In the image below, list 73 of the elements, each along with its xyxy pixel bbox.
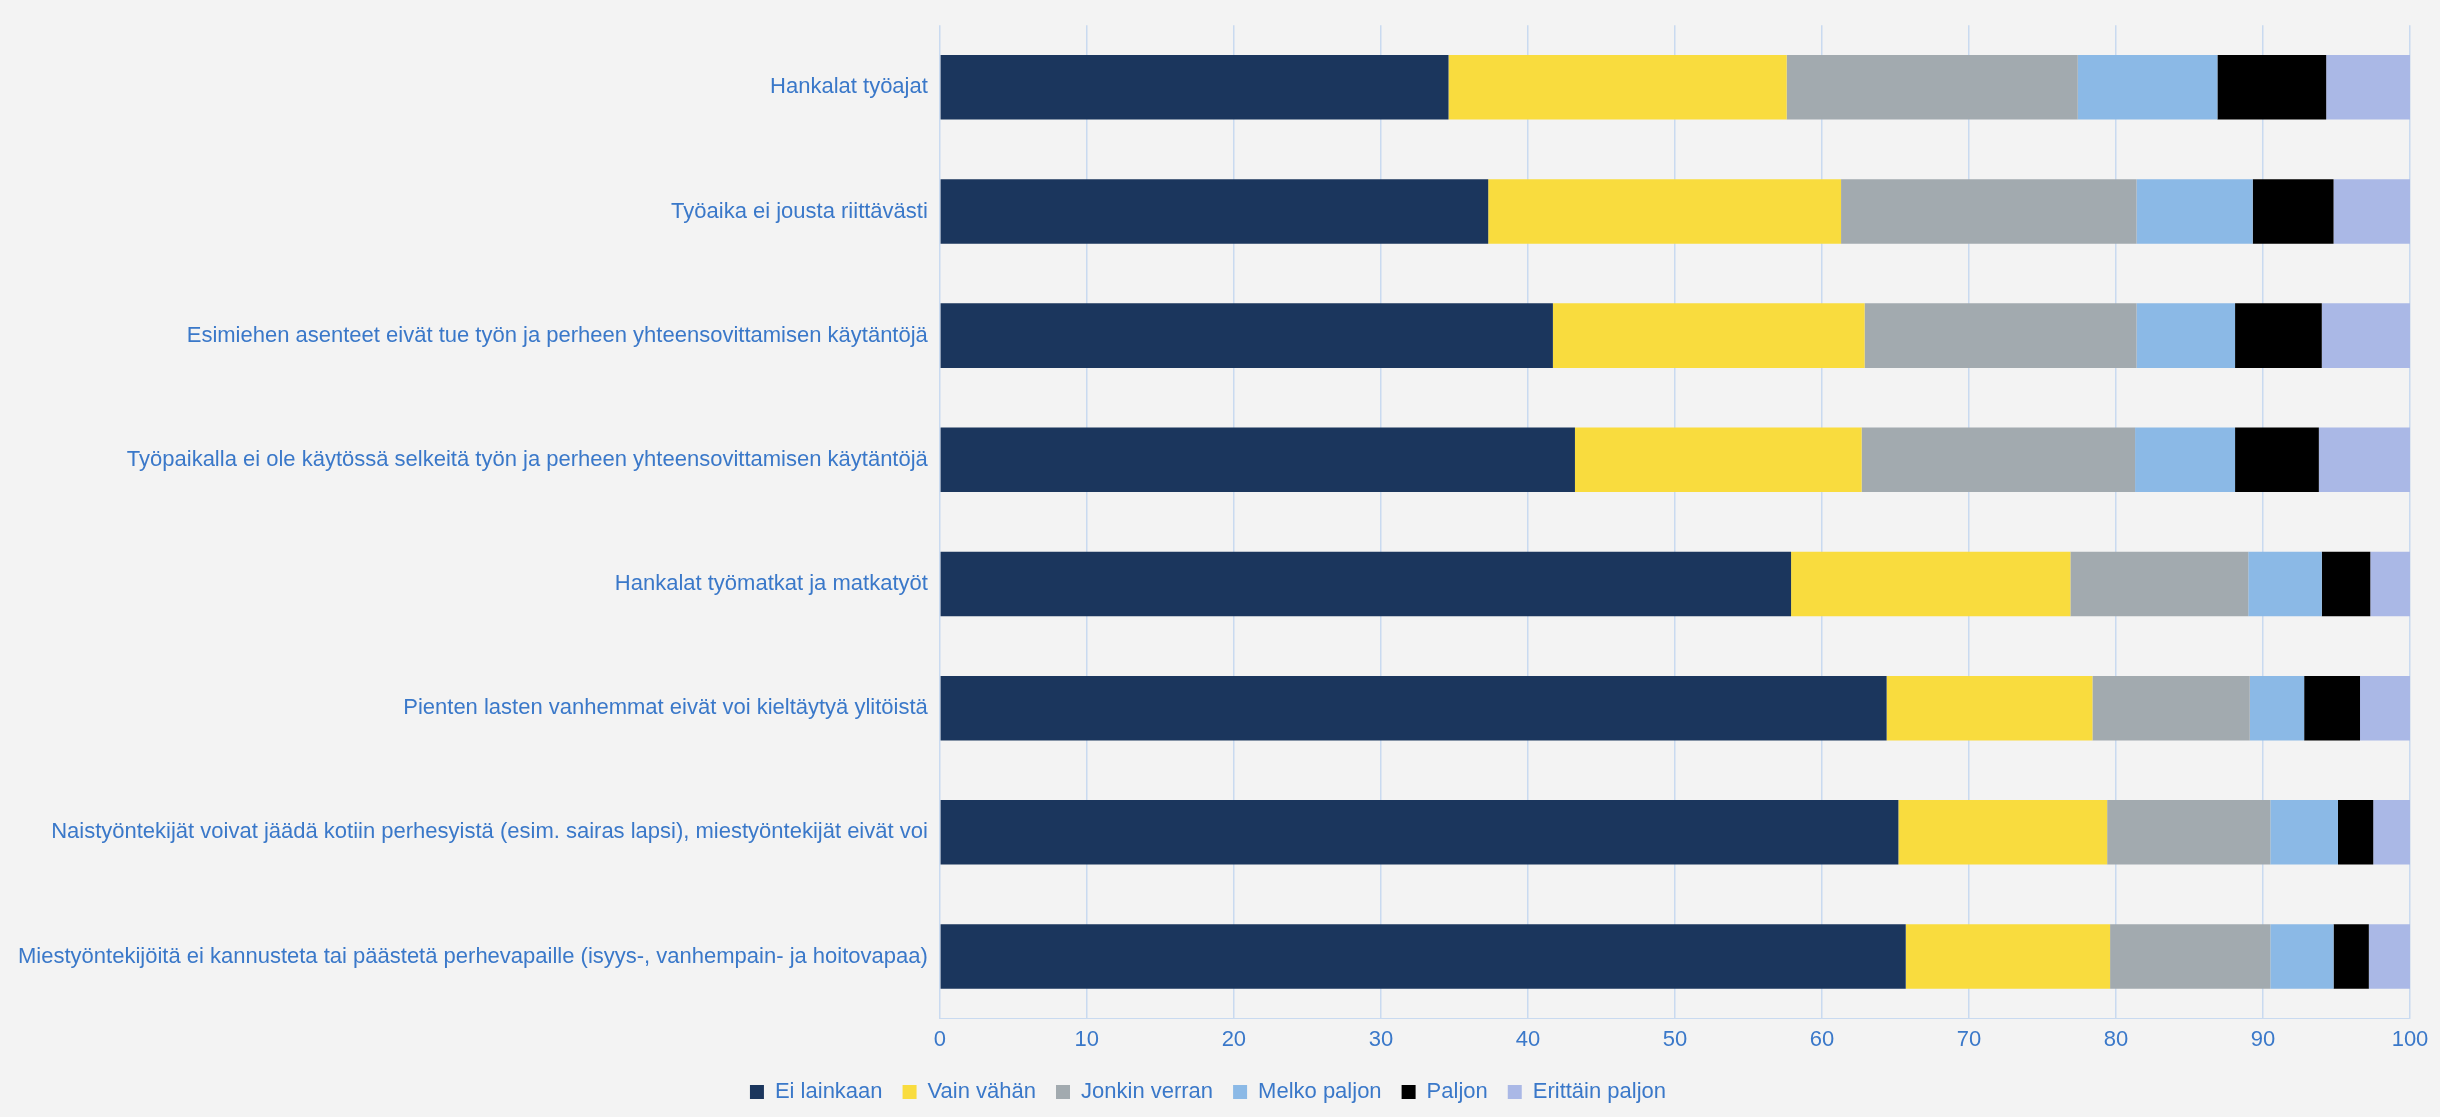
x-tick-label: 60 (1809, 1025, 1835, 1051)
bar (2092, 675, 2250, 741)
bar (2373, 800, 2410, 865)
bar (2360, 675, 2410, 741)
bar (2270, 800, 2338, 865)
x-tick-label: 100 (2391, 1025, 2429, 1051)
bar (2337, 800, 2374, 865)
bar (2333, 179, 2410, 244)
bar (2070, 551, 2249, 617)
bar (1448, 55, 1787, 120)
bar (1886, 675, 2093, 741)
y-tick-label: Pienten lasten vanhemmat eivät voi kieltäytyä ylitöistä (403, 694, 929, 720)
legend-label: Ei lainkaan (774, 1078, 883, 1104)
bar (1791, 551, 2071, 617)
x-tick-label: 50 (1662, 1025, 1688, 1051)
x-tick-label: 80 (2103, 1025, 2129, 1051)
bar (940, 427, 1575, 493)
bar (2270, 924, 2334, 989)
bar (2107, 800, 2271, 865)
y-tick-label: Hankalat työmatkat ja matkatyöt (614, 570, 928, 596)
x-tick-label: 40 (1515, 1025, 1541, 1051)
bar (1861, 427, 2136, 493)
x-tick-label: 0 (933, 1025, 946, 1051)
bar (2368, 924, 2410, 989)
bar (2318, 427, 2410, 493)
bar (940, 924, 1906, 989)
bar (2110, 924, 2271, 989)
bar (2135, 427, 2236, 493)
bar (1488, 179, 1842, 244)
x-tick-label: 10 (1074, 1025, 1100, 1051)
bar (2252, 179, 2334, 244)
bar (2136, 179, 2253, 244)
bar (940, 55, 1449, 120)
bar (1898, 800, 2108, 865)
y-tick-label: Työpaikalla ei ole käytössä selkeitä työn ja perheen yhteensovittamisen käytäntöjä (126, 445, 929, 471)
bar (940, 675, 1887, 741)
y-tick-label: Naistyöntekijät voivat jäädä kotiin perhesyistä (esim. sairas lapsi), miestyöntekijät eivät voi (51, 818, 928, 844)
bar (2326, 55, 2410, 120)
bar (1574, 427, 1862, 493)
bar (2370, 551, 2410, 617)
bar (2249, 675, 2305, 741)
bar (2136, 303, 2236, 368)
bar (2235, 303, 2322, 368)
bar (2321, 303, 2410, 368)
bar (1552, 303, 1865, 368)
x-tick-label: 70 (1956, 1025, 1982, 1051)
bar (940, 303, 1553, 368)
bar (1905, 924, 2111, 989)
bar (940, 179, 1489, 244)
y-tick-label: Miestyöntekijöitä ei kannusteta tai päästetä perhevapaille (isyys-, vanhempain- ja hoitovapaa) (18, 942, 928, 968)
bar (1841, 179, 2137, 244)
bar (2235, 427, 2319, 493)
bar (940, 800, 1899, 865)
bar (1864, 303, 2137, 368)
legend-label: Paljon (1426, 1078, 1488, 1104)
bar (2077, 55, 2218, 120)
bar (2304, 675, 2361, 741)
x-tick-label: 90 (2250, 1025, 2276, 1051)
legend-label: Jonkin verran (1081, 1078, 1214, 1104)
x-tick-label: 30 (1368, 1025, 1394, 1051)
bar (2321, 551, 2371, 617)
y-tick-label: Esimiehen asenteet eivät tue työn ja perheen yhteensovittamisen käytäntöjä (186, 321, 929, 347)
legend-label: Melko paljon (1258, 1078, 1382, 1104)
legend-label: Vain vähän (927, 1078, 1037, 1104)
y-tick-label: Työaika ei jousta riittävästi (671, 197, 928, 223)
x-tick-label: 20 (1221, 1025, 1247, 1051)
bar (2248, 551, 2322, 617)
bar (2333, 924, 2369, 989)
bar (1786, 55, 2078, 120)
y-tick-label: Hankalat työajat (770, 73, 928, 99)
bar (2217, 55, 2327, 120)
legend-label: Erittäin paljon (1532, 1078, 1667, 1104)
bar (940, 551, 1792, 617)
